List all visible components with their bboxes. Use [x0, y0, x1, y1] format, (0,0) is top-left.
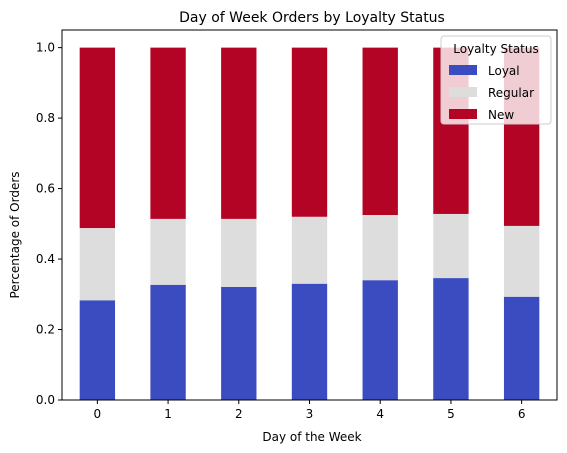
bar-loyal-day-3	[291, 283, 328, 400]
legend-swatch-regular	[449, 87, 477, 97]
y-tick-label: 0.2	[36, 323, 55, 337]
chart-title: Day of Week Orders by Loyalty Status	[179, 10, 445, 26]
bar-regular-day-5	[433, 213, 469, 279]
legend: Loyalty Status Loyal Regular New	[440, 35, 552, 125]
y-axis-ticks: 0.0 0.2 0.4 0.6 0.8 1.0	[36, 41, 62, 407]
x-tick-label: 5	[447, 407, 455, 421]
bar-loyal-day-4	[362, 280, 398, 400]
y-tick-label: 1.0	[36, 41, 55, 55]
x-tick-label: 6	[518, 407, 526, 421]
y-tick-label: 0.8	[36, 111, 55, 125]
x-axis-ticks: 0 1 2 3 4 5 6	[94, 400, 526, 421]
x-tick-label: 0	[94, 407, 102, 421]
legend-title: Loyalty Status	[453, 42, 538, 56]
x-axis-label: Day of the Week	[262, 430, 361, 444]
legend-swatch-loyal	[449, 65, 477, 75]
x-tick-label: 1	[164, 407, 172, 421]
bar-new-day-4	[362, 47, 398, 216]
legend-label-loyal: Loyal	[488, 64, 520, 78]
bar-loyal-day-0	[79, 300, 116, 400]
y-tick-label: 0.4	[36, 252, 55, 266]
bar-loyal-day-6	[503, 296, 540, 400]
legend-frame	[440, 35, 552, 125]
legend-items: Loyal Regular New	[449, 64, 534, 122]
bar-loyal-day-1	[150, 284, 186, 400]
legend-label-regular: Regular	[488, 86, 534, 100]
bar-regular-day-0	[79, 228, 116, 301]
bar-loyal-day-2	[221, 286, 257, 400]
legend-label-new: New	[488, 108, 514, 122]
x-tick-label: 3	[306, 407, 314, 421]
y-axis-label: Percentage of Orders	[8, 171, 22, 298]
bar-regular-day-3	[291, 216, 328, 284]
y-tick-label: 0.0	[36, 393, 55, 407]
bar-new-day-3	[291, 47, 328, 217]
x-tick-label: 4	[376, 407, 384, 421]
x-tick-label: 2	[235, 407, 243, 421]
bar-regular-day-2	[221, 218, 257, 287]
bar-regular-day-6	[503, 225, 540, 297]
y-tick-label: 0.6	[36, 182, 55, 196]
bar-new-day-1	[150, 47, 186, 219]
bar-new-day-2	[221, 47, 257, 219]
legend-swatch-new	[449, 109, 477, 119]
bar-new-day-0	[79, 47, 116, 229]
bar-regular-day-4	[362, 215, 398, 281]
bar-regular-day-1	[150, 218, 186, 285]
bar-loyal-day-5	[433, 278, 469, 400]
